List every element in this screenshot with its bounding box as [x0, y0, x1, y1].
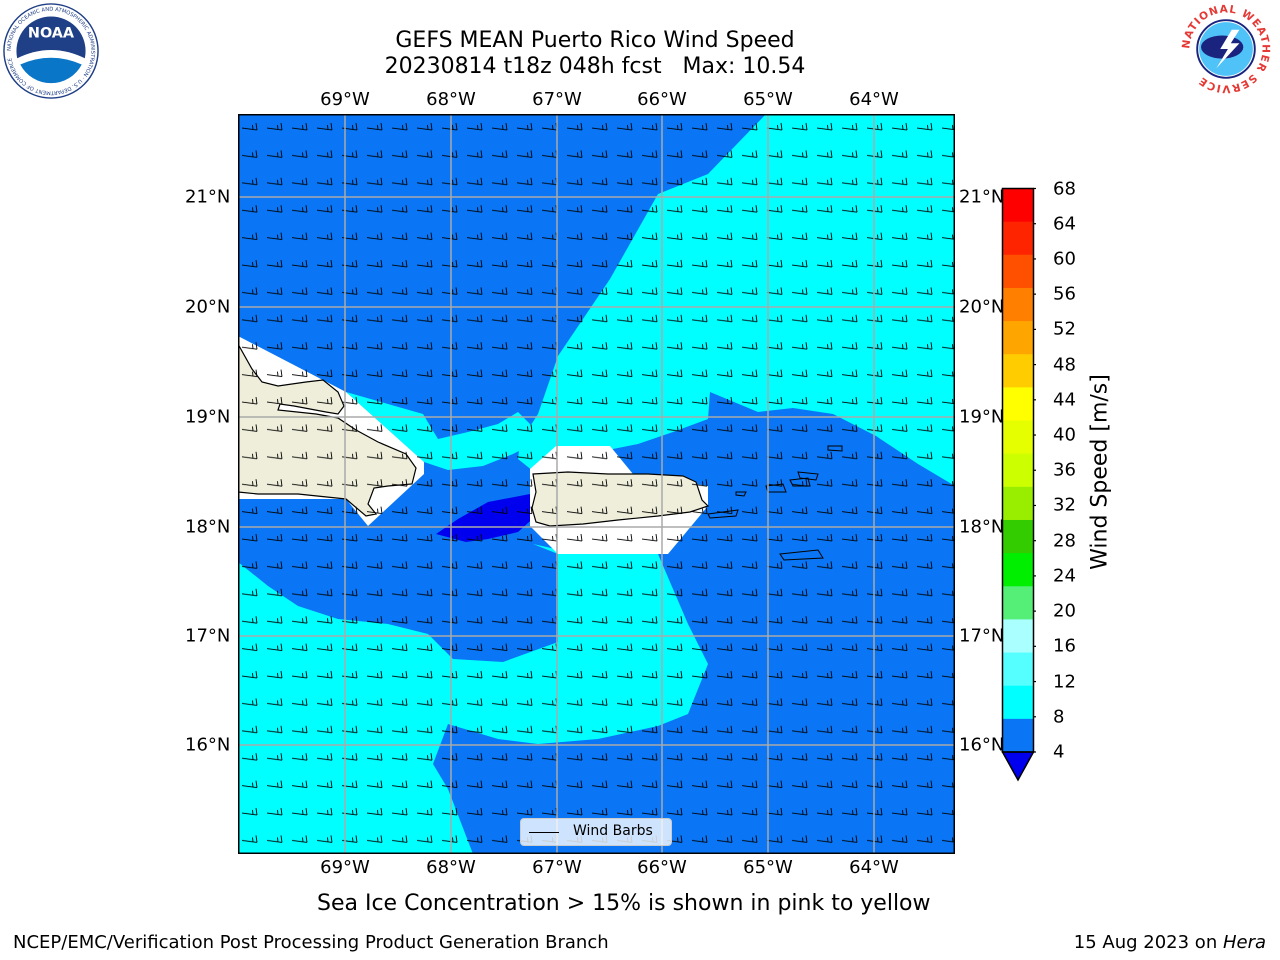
- colorbar-band: [1002, 486, 1034, 521]
- colorbar-band: [1002, 652, 1034, 687]
- footer-date-text: 15 Aug 2023 on: [1073, 932, 1223, 953]
- lon-label-bottom: 65°W: [743, 857, 793, 878]
- colorbar-tick-label: 48: [1053, 354, 1076, 376]
- nws-logo-icon: NATIONAL WEATHER SERVICE: [1179, 2, 1273, 96]
- lat-label-left: 16°N: [185, 734, 231, 756]
- wind-speed-map: [238, 114, 955, 854]
- lat-label-right: 20°N: [959, 296, 1005, 318]
- colorbar-tick-label: 44: [1053, 389, 1076, 411]
- lon-label-bottom: 69°W: [320, 857, 370, 878]
- colorbar-band: [1002, 453, 1034, 488]
- colorbar-band: [1002, 718, 1034, 753]
- lat-label-left: 21°N: [185, 186, 231, 208]
- colorbar-tick-label: 4: [1053, 741, 1065, 763]
- chart-title: GEFS MEAN Puerto Rico Wind Speed: [395, 28, 795, 53]
- colorbar-tick-label: 60: [1053, 248, 1076, 270]
- lat-label-right: 21°N: [959, 186, 1005, 208]
- colorbar-tick-label: 36: [1053, 459, 1076, 481]
- colorbar-tick-label: 56: [1053, 283, 1076, 305]
- lat-label-right: 19°N: [959, 406, 1005, 428]
- lon-label-bottom: 66°W: [637, 857, 687, 878]
- colorbar-tick-label: 16: [1053, 635, 1076, 657]
- lon-label-top: 65°W: [743, 89, 793, 110]
- legend-label: Wind Barbs: [573, 823, 653, 839]
- colorbar-band: [1002, 287, 1034, 322]
- lon-label-top: 66°W: [637, 89, 687, 110]
- colorbar: [1001, 187, 1036, 782]
- lat-label-left: 20°N: [185, 296, 231, 318]
- colorbar-tick-label: 8: [1053, 706, 1065, 728]
- colorbar-tick-label: 52: [1053, 318, 1076, 340]
- lat-label-right: 16°N: [959, 734, 1005, 756]
- lat-label-left: 17°N: [185, 625, 231, 647]
- noaa-logo-icon: NOAA NATIONAL OCEANIC AND ATMOSPHERIC AD…: [3, 3, 99, 99]
- colorbar-tick-label: 40: [1053, 424, 1076, 446]
- colorbar-tick-label: 32: [1053, 494, 1076, 516]
- lon-label-top: 69°W: [320, 89, 370, 110]
- colorbar-tick-label: 28: [1053, 530, 1076, 552]
- lon-label-top: 67°W: [532, 89, 582, 110]
- map-frame: [238, 114, 955, 854]
- lon-label-bottom: 68°W: [426, 857, 476, 878]
- lat-label-right: 17°N: [959, 625, 1005, 647]
- colorbar-band: [1002, 553, 1034, 587]
- colorbar-tick-label: 24: [1053, 565, 1076, 587]
- caption-text: Sea Ice Concentration > 15% is shown in …: [317, 891, 931, 916]
- footer-date: 15 Aug 2023 on Hera: [1074, 932, 1266, 953]
- colorbar-band: [1002, 420, 1034, 455]
- colorbar-tick-label: 12: [1053, 671, 1076, 693]
- footer-host: Hera: [1222, 932, 1266, 953]
- svg-text:NOAA: NOAA: [28, 26, 75, 42]
- map-legend: Wind Barbs: [520, 818, 672, 846]
- lon-label-bottom: 64°W: [849, 857, 899, 878]
- chart-subtitle: 20230814 t18z 048h fcst Max: 10.54: [384, 54, 806, 79]
- lon-label-bottom: 67°W: [532, 857, 582, 878]
- colorbar-band: [1002, 188, 1034, 223]
- colorbar-tick-label: 20: [1053, 600, 1076, 622]
- colorbar-band: [1002, 387, 1034, 422]
- legend-line-icon: [529, 832, 559, 833]
- colorbar-label: Wind Speed [m/s]: [1087, 374, 1113, 570]
- colorbar-band: [1002, 619, 1034, 654]
- lat-label-right: 18°N: [959, 516, 1005, 538]
- colorbar-band: [1002, 221, 1034, 256]
- colorbar-band: [1002, 354, 1034, 388]
- colorbar-band: [1002, 519, 1034, 554]
- colorbar-band: [1002, 685, 1034, 720]
- colorbar-tick-label: 64: [1053, 213, 1076, 235]
- colorbar-band: [1002, 254, 1034, 289]
- lat-label-left: 18°N: [185, 516, 231, 538]
- colorbar-extend-arrow: [1001, 751, 1035, 782]
- lon-label-top: 68°W: [426, 89, 476, 110]
- colorbar-band: [1002, 586, 1034, 620]
- colorbar-band: [1002, 321, 1034, 355]
- wind-barbs-field: [238, 114, 955, 854]
- colorbar-tick-label: 68: [1053, 178, 1076, 199]
- footer-branch: NCEP/EMC/Verification Post Processing Pr…: [13, 932, 609, 953]
- lon-label-top: 64°W: [849, 89, 899, 110]
- lat-label-left: 19°N: [185, 406, 231, 428]
- map-gridlines: [238, 114, 955, 854]
